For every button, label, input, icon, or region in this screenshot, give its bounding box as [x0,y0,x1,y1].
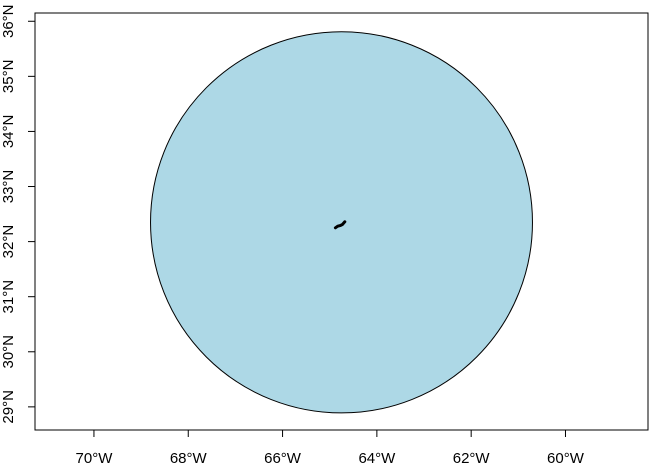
x-tick-label: 66°W [264,450,302,464]
x-tick-label: 60°W [547,450,585,464]
bermuda-island [333,220,347,230]
x-tick-label: 68°W [170,450,208,464]
y-tick-label: 31°N [0,280,17,314]
y-tick-label: 36°N [0,5,17,39]
x-axis: 70°W 68°W 66°W 64°W 62°W 60°W [76,430,585,464]
x-tick-label: 62°W [453,450,491,464]
y-tick-label: 35°N [0,60,17,94]
plot-frame [34,12,649,431]
y-tick-label: 33°N [0,170,17,204]
buffer-zone [150,31,533,414]
y-tick-label: 30°N [0,335,17,369]
y-tick-label: 34°N [0,115,17,149]
y-tick-label: 32°N [0,225,17,259]
y-axis: 29°N 30°N 31°N 32°N 33°N 34°N 35°N 36°N [0,5,35,424]
x-tick-label: 70°W [76,450,114,464]
x-tick-label: 64°W [358,450,396,464]
y-tick-label: 29°N [0,390,17,424]
